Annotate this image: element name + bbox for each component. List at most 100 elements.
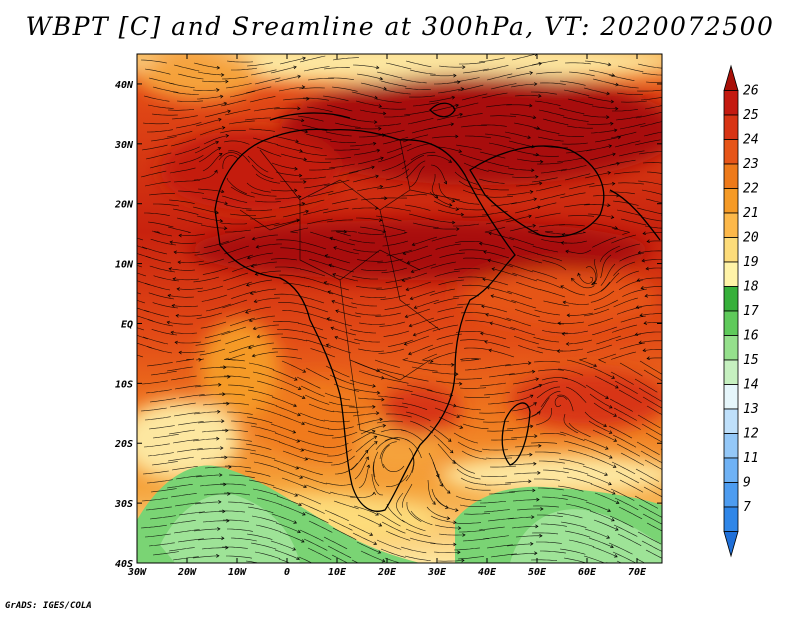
streamline (594, 375, 619, 389)
streamline-arrow (301, 539, 305, 543)
streamline-arrow (694, 61, 697, 64)
streamline (222, 429, 248, 432)
streamline-arrow (168, 267, 173, 271)
streamline (247, 389, 274, 397)
streamline (536, 386, 561, 399)
streamline (290, 227, 309, 234)
streamline-arrow (690, 476, 693, 479)
streamline (381, 160, 406, 172)
streamline (410, 151, 436, 161)
streamline (462, 423, 489, 430)
streamline (170, 241, 197, 244)
streamline (335, 231, 352, 237)
streamline (412, 102, 439, 107)
streamline (478, 57, 505, 63)
streamline (385, 168, 410, 181)
streamline (380, 80, 407, 87)
streamline (326, 104, 353, 112)
streamline (377, 258, 404, 264)
lat-tick-label: 30N (114, 140, 134, 151)
streamline (587, 96, 614, 103)
streamline (203, 135, 229, 145)
streamline (227, 384, 254, 389)
streamline (613, 407, 637, 421)
streamline (616, 443, 641, 457)
streamline (559, 548, 586, 555)
streamline (356, 73, 383, 80)
streamline (645, 198, 662, 204)
streamline-arrow (408, 323, 413, 328)
streamline (329, 491, 356, 497)
streamline (537, 136, 564, 142)
streamline (142, 470, 169, 475)
streamline (198, 147, 221, 163)
streamline (429, 74, 457, 77)
streamline (562, 467, 589, 475)
streamline (152, 86, 179, 93)
colorbar-label: 18 (743, 280, 759, 295)
streamline (254, 434, 281, 443)
streamline (307, 430, 334, 436)
colorbar-label: 13 (743, 402, 759, 417)
streamline-arrow (536, 126, 541, 130)
streamline-arrow (293, 520, 298, 524)
streamline (299, 412, 325, 422)
streamline-arrow (172, 277, 177, 281)
streamline (435, 380, 462, 385)
streamline (358, 464, 370, 489)
streamline (609, 515, 634, 528)
streamline (273, 219, 300, 227)
streamline (375, 312, 402, 317)
streamline-arrow (323, 281, 328, 285)
streamline (667, 170, 692, 176)
streamline-arrow (297, 106, 301, 111)
streamline-arrow (297, 195, 302, 199)
streamline (150, 370, 177, 376)
streamline (557, 348, 584, 352)
streamline (193, 528, 220, 532)
streamline-arrow (221, 536, 225, 541)
streamline (637, 414, 661, 429)
streamline (634, 378, 658, 393)
streamline-arrow (483, 250, 487, 254)
streamline-arrow (374, 441, 378, 445)
streamline (619, 123, 646, 130)
streamline (150, 238, 177, 246)
streamline (270, 423, 296, 433)
streamline-arrow (606, 91, 610, 96)
streamline (359, 134, 385, 138)
colorbar-label: 21 (743, 206, 759, 221)
streamline (197, 71, 224, 76)
streamline-arrow (446, 490, 451, 494)
streamline (459, 249, 486, 252)
streamline (615, 243, 641, 253)
streamline-arrow (691, 141, 694, 144)
streamline (666, 548, 690, 559)
streamline (192, 89, 220, 91)
streamline-arrow (687, 557, 690, 560)
streamline-arrow (686, 440, 689, 443)
streamline (248, 479, 275, 487)
streamline (614, 140, 641, 148)
streamline (142, 122, 170, 125)
streamline (434, 81, 460, 85)
streamline (427, 362, 454, 366)
streamline (635, 331, 661, 336)
streamline-arrow (531, 369, 536, 374)
streamline-arrow (528, 479, 532, 484)
streamline (637, 180, 662, 186)
streamline (673, 476, 697, 487)
streamline (585, 145, 612, 152)
streamline (639, 121, 662, 128)
streamline (478, 411, 506, 414)
streamline (335, 310, 362, 318)
streamline (173, 278, 200, 281)
streamline-arrow (250, 264, 255, 268)
streamline (302, 208, 329, 216)
streamline-arrow (684, 92, 687, 95)
streamline (672, 386, 695, 398)
streamline (672, 152, 698, 155)
colorbar-swatch (723, 335, 739, 361)
streamline (334, 122, 361, 128)
streamline-arrow (535, 377, 540, 382)
